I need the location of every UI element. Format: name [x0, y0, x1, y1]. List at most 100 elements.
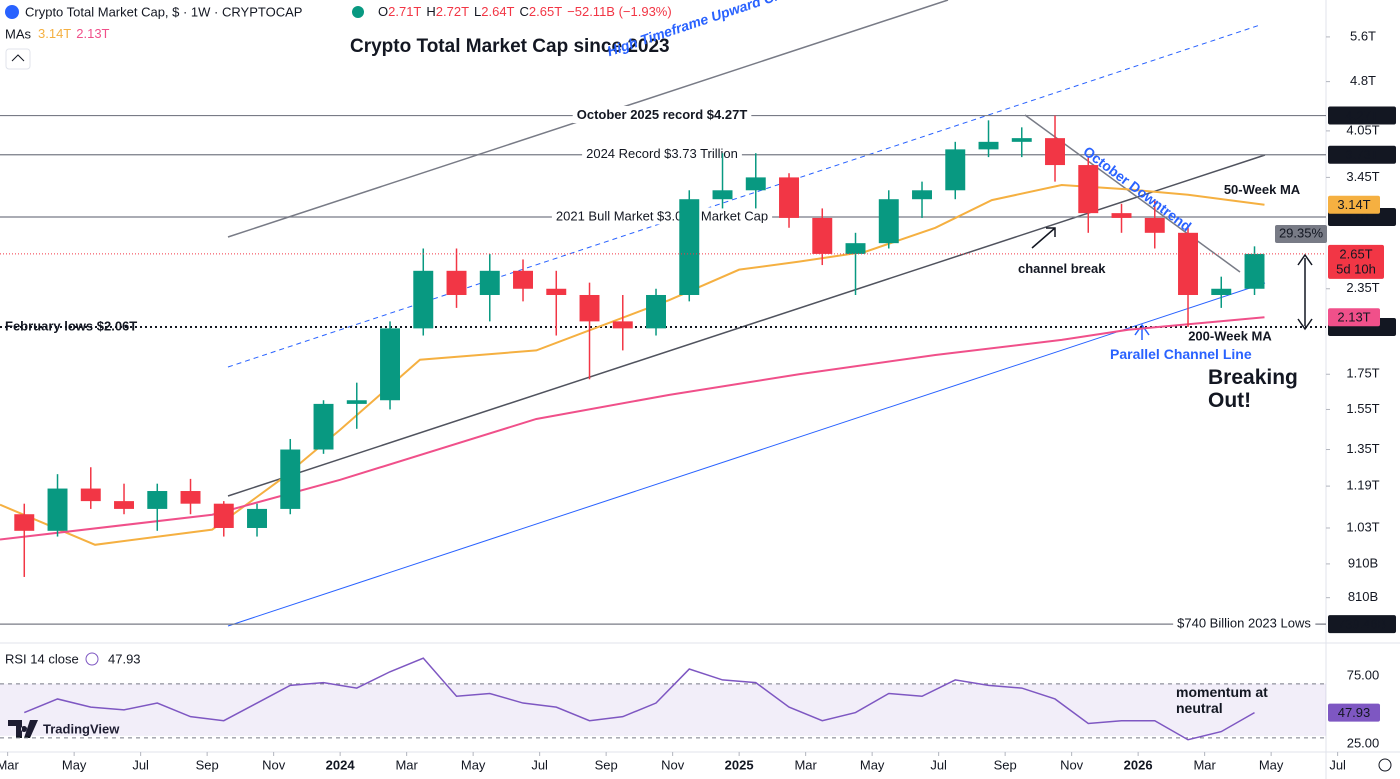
ma-name: 200-Week MA — [1188, 329, 1272, 344]
rsi-legend-value: 47.93 — [108, 651, 141, 666]
ohlc-value: 2.72T — [436, 4, 469, 19]
y-tick-label: 4.05T — [1346, 122, 1379, 137]
chart-title: Crypto Total Market Cap since 2023 — [350, 36, 670, 57]
x-tick-label: 2026 — [1124, 757, 1153, 772]
candle-body — [1078, 165, 1099, 214]
candle-body — [679, 199, 700, 295]
candle-body — [712, 190, 733, 200]
symbol-title: Crypto Total Market Cap, $ · 1W · CRYPTO… — [25, 4, 302, 19]
x-tick-label: 2024 — [326, 757, 356, 772]
candle-body — [280, 449, 301, 509]
moving-average — [0, 184, 1265, 546]
candle-body — [812, 217, 833, 254]
level-price-label: 3.73T — [1345, 147, 1378, 162]
candle-body — [114, 501, 134, 509]
settings-icon[interactable] — [1378, 758, 1392, 772]
level-text: October 2025 record $4.27T — [577, 107, 748, 122]
candle-body — [912, 190, 932, 200]
logo-text: TradingView — [43, 721, 120, 736]
channel-lower — [227, 282, 1266, 627]
level-price-box — [1328, 615, 1396, 634]
candle-body — [413, 270, 434, 329]
x-tick-label: Sep — [595, 757, 618, 772]
logo-icon — [8, 720, 38, 738]
ohlc-key: L — [474, 4, 481, 19]
x-tick-label: Nov — [262, 757, 286, 772]
x-tick-label: Nov — [1060, 757, 1084, 772]
candle-body — [180, 491, 201, 504]
ma-legend: 3.14T 2.13T — [38, 26, 110, 41]
y-tick-label: 1.75T — [1346, 366, 1379, 381]
candle-body — [1111, 213, 1132, 218]
measure-arrowheads — [1297, 253, 1313, 331]
candle-body — [147, 491, 168, 509]
candle-body — [479, 270, 500, 295]
x-tick-label: Sep — [196, 757, 219, 772]
status-dot — [352, 6, 364, 18]
rsi-tick-label: 25.00 — [1347, 735, 1380, 750]
ma-legend-value: 2.13T — [76, 26, 109, 41]
candle-body — [1144, 217, 1165, 233]
level-text: 2024 Record $3.73 Trillion — [586, 146, 738, 161]
channel-mid — [227, 154, 1266, 497]
ohlc-key: O — [378, 4, 388, 19]
y-tick-label: 810B — [1348, 589, 1378, 604]
candle-body — [612, 321, 633, 329]
candle-body — [446, 270, 467, 295]
candle-body — [14, 514, 35, 531]
candle-body — [1178, 232, 1198, 295]
rsi-icon — [85, 652, 99, 666]
level-text-bg — [582, 145, 742, 163]
candle-body — [579, 294, 600, 322]
x-tick-label: Jul — [1329, 757, 1346, 772]
x-tick-label: Jul — [930, 757, 947, 772]
y-tick-label: 1.03T — [1346, 519, 1379, 534]
price-box — [1328, 244, 1384, 279]
level-text: February lows $2.06T — [5, 318, 137, 333]
price-label: 2.65T — [1339, 246, 1372, 261]
level-price-box — [1328, 106, 1396, 125]
parallel-label: Parallel Channel Line — [1110, 346, 1252, 362]
ohlc-value: 2.65T — [529, 4, 562, 19]
candle-body — [546, 288, 567, 295]
rsi-value-box — [1328, 703, 1380, 722]
level-text: $740 Billion 2023 Lows — [1177, 616, 1311, 631]
candle-body — [1244, 253, 1265, 289]
y-tick-label: 3.45T — [1346, 169, 1379, 184]
x-tick-label: May — [461, 757, 486, 772]
candle-body — [247, 508, 267, 528]
rsi-tick-label: 75.00 — [1347, 667, 1380, 682]
level-text-bg — [572, 105, 752, 123]
ma-price-label: 2.13T — [1337, 310, 1370, 325]
candle-body — [80, 488, 101, 502]
x-tick-label: Sep — [994, 757, 1017, 772]
symbol-icon — [5, 5, 19, 19]
countdown-label: 5d 10h — [1336, 261, 1376, 276]
breakout-label: Breaking Out! — [1208, 366, 1298, 412]
level-text: 2021 Bull Market $3.01T Market Cap — [556, 208, 768, 223]
candle-body — [346, 400, 367, 404]
ohlc-key: H — [426, 4, 435, 19]
candle-body — [213, 503, 234, 528]
measure-label: 29.35% — [1279, 225, 1324, 240]
rsi-line — [23, 657, 1255, 741]
candle-body — [845, 243, 866, 254]
candle-body — [878, 199, 899, 244]
y-tick-label: 1.19T — [1346, 478, 1379, 493]
x-tick-label: 2025 — [725, 757, 754, 772]
x-tick-label: Mar — [1193, 757, 1216, 772]
x-tick-label: May — [1259, 757, 1284, 772]
y-tick-label: 1.55T — [1346, 401, 1379, 416]
collapse-button[interactable] — [5, 48, 31, 70]
break-arrow — [1031, 227, 1056, 249]
ma-price-box — [1328, 308, 1380, 327]
y-tick-label: 5.6T — [1350, 28, 1376, 43]
candle-body — [513, 270, 533, 289]
level-price-box — [1328, 145, 1396, 164]
candle-body — [380, 328, 400, 401]
y-tick-label: 2.35T — [1346, 280, 1379, 295]
candle-body — [978, 141, 999, 150]
ma-legend-value: 3.14T — [38, 26, 71, 41]
